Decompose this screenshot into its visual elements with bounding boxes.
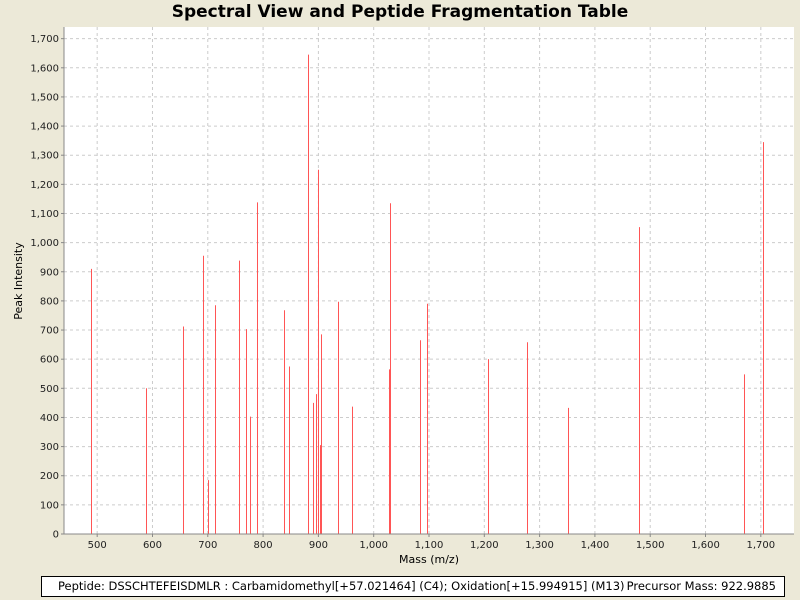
y-tick-label: 200 [40,471,59,482]
y-tick-label: 0 [53,530,59,541]
peptide-info-box: Peptide: DSSCHTEFEISDMLR : Carbamidometh… [41,576,785,597]
x-tick-label: 1,300 [525,540,554,551]
y-tick-label: 1,700 [30,34,59,45]
y-tick-label: 1,100 [30,209,59,220]
chart-title: Spectral View and Peptide Fragmentation … [171,2,629,22]
y-tick-label: 800 [40,296,59,307]
precursor-mass-text: Precursor Mass: 922.9885 [626,579,776,593]
peptide-info-text: Peptide: DSSCHTEFEISDMLR : Carbamidometh… [58,579,625,593]
x-tick-label: 700 [198,540,217,551]
x-tick-label: 1,400 [581,540,610,551]
y-tick-label: 100 [40,500,59,511]
y-tick-label: 1,600 [30,63,59,74]
y-axis-title: Peak Intensity [12,242,25,320]
y-tick-layer: 0 100 200 300 400 500 600 700 800 900 1,000 1,100 1,… [30,34,64,541]
y-tick-label: 1,500 [30,92,59,103]
x-tick-label: 500 [88,540,107,551]
y-tick-label: 1,400 [30,122,59,133]
x-tick-label: 1,700 [746,540,775,551]
peak-layer [91,54,764,534]
y-tick-label: 400 [40,413,59,424]
x-tick-label: 1,200 [470,540,499,551]
x-tick-label: 600 [143,540,162,551]
grid-layer [64,27,794,535]
y-tick-label: 1,200 [30,180,59,191]
y-tick-label: 1,000 [30,238,59,249]
x-tick-label: 1,600 [691,540,720,551]
y-tick-label: 300 [40,442,59,453]
x-tick-label: 1,500 [636,540,665,551]
x-axis-title: Mass (m/z) [399,553,459,566]
y-tick-label: 500 [40,384,59,395]
x-tick-label: 1,000 [359,540,388,551]
x-tick-label: 1,100 [415,540,444,551]
x-tick-label: 800 [254,540,273,551]
y-tick-label: 700 [40,326,59,337]
y-tick-label: 1,300 [30,151,59,162]
y-tick-label: 900 [40,267,59,278]
y-tick-label: 600 [40,355,59,366]
x-tick-label: 900 [309,540,328,551]
x-tick-layer: 500 600 700 800 900 1,000 1,100 1,200 1,300 1,400… [88,534,775,551]
